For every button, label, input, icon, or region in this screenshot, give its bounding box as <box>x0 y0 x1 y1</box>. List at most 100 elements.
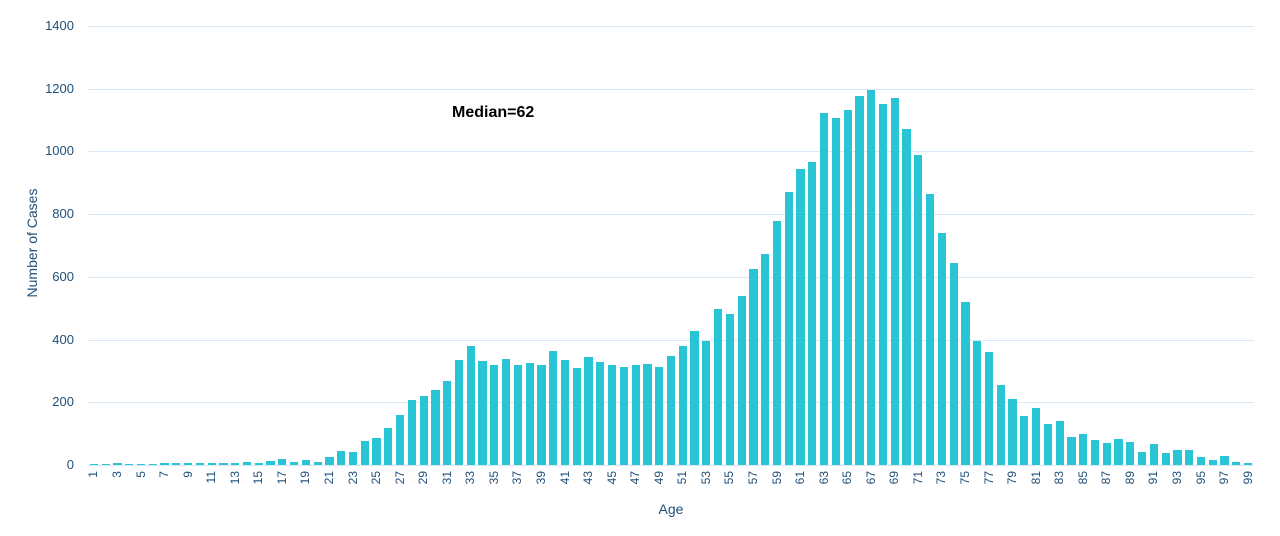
bar-age-86 <box>1090 440 1100 465</box>
y-tick-label: 200 <box>52 394 74 410</box>
bar-age-58 <box>761 254 770 465</box>
bar-age-70 <box>902 129 911 465</box>
bar-age-90 <box>1137 452 1147 465</box>
bar-age-66 <box>855 95 864 465</box>
bar-age-83 <box>1055 421 1064 465</box>
bar-age-56 <box>737 296 746 465</box>
bar-age-48 <box>643 364 652 465</box>
x-axis-title: Age <box>658 501 684 517</box>
x-tick-label: 7 <box>157 471 172 478</box>
bar-age-73 <box>937 232 946 465</box>
gridline <box>88 465 1254 466</box>
bar-age-3 <box>113 463 122 465</box>
bar-age-65 <box>843 109 852 465</box>
bar-age-17 <box>278 459 287 465</box>
bar-age-32 <box>454 359 464 465</box>
bar-age-76 <box>973 340 982 465</box>
bar-age-88 <box>1114 438 1123 465</box>
bar-age-30 <box>431 389 440 465</box>
x-tick-label: 99 <box>1240 471 1255 485</box>
bar-age-18 <box>289 461 299 465</box>
x-tick-label: 59 <box>769 471 784 485</box>
bar-age-77 <box>984 352 994 465</box>
bar-age-74 <box>949 262 958 465</box>
bar-age-87 <box>1102 442 1111 465</box>
y-tick-label: 800 <box>52 206 74 222</box>
bar-age-27 <box>395 414 405 465</box>
bar-age-43 <box>584 357 593 465</box>
x-tick-label: 31 <box>439 471 454 485</box>
x-tick-label: 9 <box>180 471 195 478</box>
x-tick-label: 43 <box>581 471 596 485</box>
bar-age-26 <box>384 427 393 465</box>
bar-age-13 <box>231 463 240 465</box>
x-tick-label: 23 <box>345 471 360 485</box>
x-tick-label: 79 <box>1005 471 1020 485</box>
x-tick-label: 61 <box>793 471 808 485</box>
bar-age-1 <box>89 464 98 465</box>
bar-age-14 <box>242 462 252 465</box>
bar-age-34 <box>478 361 487 465</box>
x-tick-label: 49 <box>651 471 666 485</box>
bar-age-35 <box>490 365 499 465</box>
x-tick-label: 51 <box>675 471 690 485</box>
bar-age-40 <box>549 350 558 465</box>
bar-age-2 <box>101 464 110 465</box>
x-tick-label: 69 <box>887 471 902 485</box>
bar-age-15 <box>254 462 263 465</box>
bar-age-94 <box>1185 450 1194 465</box>
bar-age-42 <box>572 367 581 465</box>
bar-age-75 <box>961 301 970 465</box>
bar-age-97 <box>1220 455 1229 465</box>
plot-area <box>88 26 1254 466</box>
bar-age-72 <box>925 193 935 465</box>
x-tick-label: 27 <box>392 471 407 485</box>
gridline <box>88 276 1254 278</box>
bar-age-10 <box>195 463 204 465</box>
bar-age-9 <box>183 463 193 465</box>
x-tick-label: 63 <box>816 471 831 485</box>
bar-age-51 <box>678 346 687 465</box>
bar-age-98 <box>1232 461 1241 465</box>
bar-age-93 <box>1173 449 1182 465</box>
x-tick-label: 85 <box>1075 471 1090 485</box>
y-tick-label: 1200 <box>45 80 74 96</box>
bar-age-96 <box>1208 459 1217 465</box>
median-annotation: Median=62 <box>452 104 535 121</box>
x-tick-label: 25 <box>369 471 384 485</box>
bar-age-84 <box>1067 437 1076 465</box>
x-tick-label: 93 <box>1169 471 1184 485</box>
bar-age-45 <box>607 364 617 465</box>
bar-age-29 <box>419 396 428 465</box>
x-tick-label: 47 <box>628 471 643 485</box>
x-tick-label: 53 <box>698 471 713 485</box>
bar-age-33 <box>466 345 475 465</box>
x-tick-label: 55 <box>722 471 737 485</box>
bar-age-78 <box>996 385 1005 465</box>
x-tick-label: 29 <box>416 471 431 485</box>
x-tick-label: 35 <box>486 471 501 485</box>
y-tick-label: 400 <box>52 331 74 347</box>
x-tick-label: 15 <box>251 471 266 485</box>
bar-age-19 <box>301 459 310 465</box>
x-tick-label: 95 <box>1193 471 1208 485</box>
x-tick-label: 21 <box>321 471 336 485</box>
bar-age-50 <box>666 356 676 465</box>
bar-age-67 <box>867 90 876 465</box>
bar-age-11 <box>207 463 216 465</box>
x-tick-label: 89 <box>1122 471 1137 485</box>
gridline <box>88 214 1254 216</box>
bar-age-46 <box>619 367 628 465</box>
bar-age-82 <box>1043 423 1052 465</box>
y-tick-label: 1400 <box>45 18 74 33</box>
bar-age-80 <box>1020 415 1029 465</box>
x-tick-label: 3 <box>109 471 124 478</box>
x-tick-label: 75 <box>957 471 972 485</box>
bar-age-12 <box>219 463 228 465</box>
x-tick-label: 13 <box>227 471 242 485</box>
bar-age-21 <box>325 457 334 465</box>
x-tick-label: 19 <box>298 471 313 485</box>
gridline <box>88 339 1254 341</box>
bar-age-79 <box>1008 399 1017 465</box>
